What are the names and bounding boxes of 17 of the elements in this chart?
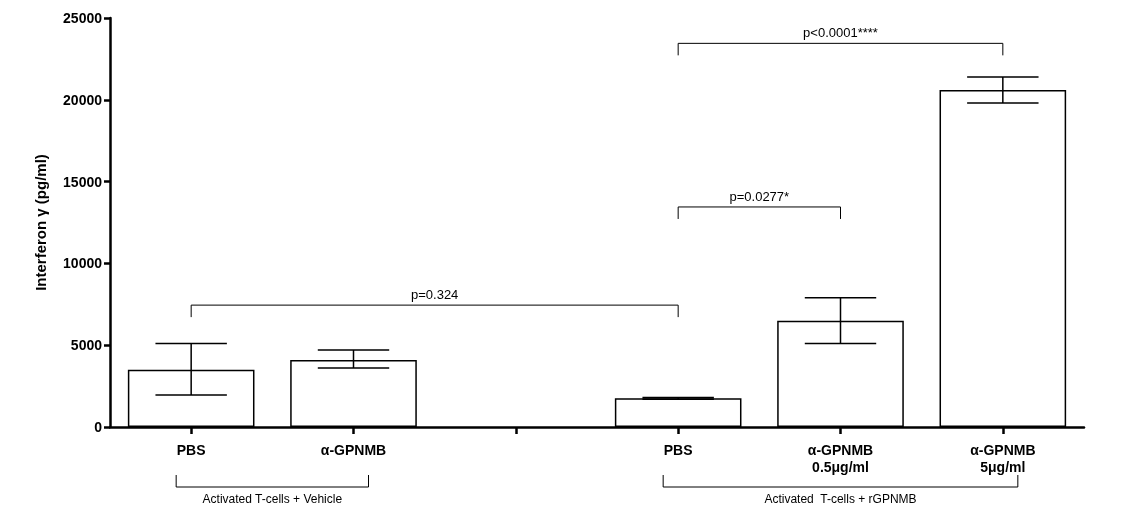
text: Activated T-cells + rGPNMB <box>764 492 917 506</box>
x-tick-label: α-GPNMB 0.5μg/ml <box>807 441 874 475</box>
annotation: p<0.0001**** <box>803 25 878 41</box>
x-tick-label: PBS <box>663 441 693 458</box>
x-tick-label: α-GPNMB <box>320 441 387 458</box>
y-tick-label: 0 <box>94 419 103 435</box>
annotation: p=0.0277* <box>729 188 790 204</box>
y-tick-label: 5000 <box>70 337 103 354</box>
y-tick-label: 25000 <box>63 10 103 26</box>
y-axis-title: Interferon γ (pg/ml) <box>32 154 49 291</box>
y-tick-label: 20000 <box>63 91 103 108</box>
annotation: p=0.324 <box>410 287 459 303</box>
text: Activated T-cells + Vehicle <box>202 492 343 506</box>
y-tick-label: 15000 <box>63 173 103 190</box>
y-tick-label: 10000 <box>63 255 103 272</box>
x-tick-label: α-GPNMB 5μg/ml <box>970 441 1036 475</box>
x-tick-label: PBS <box>176 441 206 458</box>
